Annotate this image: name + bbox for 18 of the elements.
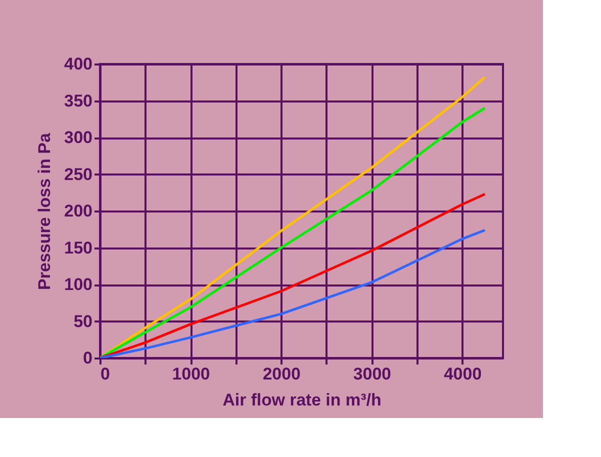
- y-tick-label: 50: [74, 312, 92, 331]
- line-series: [100, 192, 486, 358]
- x-tick-label: 1000: [172, 364, 210, 384]
- y-tick-label: 350: [64, 91, 92, 110]
- line-series: [100, 228, 486, 358]
- y-tick-label: 300: [64, 128, 92, 147]
- y-tick-label: 100: [64, 275, 92, 294]
- y-tick-label: 400: [64, 54, 92, 74]
- y-tick-label: 150: [64, 238, 92, 258]
- y-axis-title: Pressure loss in Pa: [35, 132, 54, 290]
- x-tick-label: 4000: [444, 364, 482, 384]
- x-tick-label: 0: [100, 364, 110, 384]
- x-tick-label: 2000: [262, 364, 301, 384]
- y-tick-label: 0: [83, 348, 92, 368]
- y-tick-label: 250: [64, 164, 92, 184]
- x-tick-label: 3000: [353, 364, 392, 384]
- y-tick-label: 200: [64, 202, 92, 220]
- x-axis-title: Air flow rate in m³/h: [222, 390, 382, 410]
